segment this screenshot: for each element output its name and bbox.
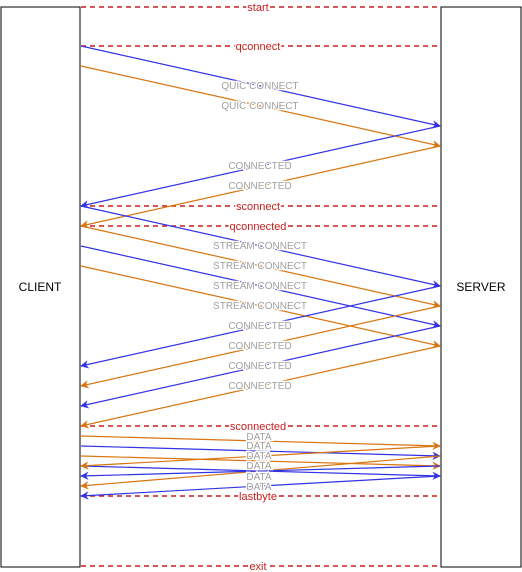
- marker-label-qconnect: qconnect: [236, 41, 281, 53]
- message-label-2: QUIC CONNECT: [221, 101, 298, 112]
- message-arrow-5: [80, 205, 441, 289]
- marker-label-start: start: [247, 2, 268, 14]
- message-arrow-2: [80, 65, 441, 149]
- message-arrow-6: [80, 225, 441, 309]
- message-label-13: DATA: [246, 432, 272, 443]
- message-arrow-11: [80, 325, 441, 409]
- marker-label-lastbyte: lastbyte: [239, 491, 277, 503]
- message-label-19: DATA: [246, 472, 272, 483]
- message-label-16: DATA: [246, 461, 272, 472]
- message-arrow-17: [80, 445, 441, 470]
- message-arrows: [80, 45, 441, 500]
- message-arrow-15: [80, 455, 441, 470]
- message-arrow-19: [80, 465, 441, 480]
- message-label-15: DATA: [246, 451, 272, 462]
- marker-label-sconnect: sconnect: [236, 201, 280, 213]
- message-label-14: DATA: [246, 441, 272, 452]
- server-label: SERVER: [456, 280, 505, 294]
- message-arrow-13: [80, 435, 441, 450]
- marker-label-exit: exit: [249, 561, 266, 572]
- message-label-3: CONNECTED: [228, 161, 291, 172]
- message-label-1: QUIC CONNECT: [221, 81, 298, 92]
- message-arrow-12: [80, 345, 441, 429]
- marker-label-sconnected: sconnected: [230, 421, 286, 433]
- message-label-7: STREAM CONNECT: [213, 281, 307, 292]
- message-arrow-7: [80, 245, 441, 329]
- message-label-12: CONNECTED: [228, 381, 291, 392]
- server-box: SERVER: [440, 6, 522, 568]
- message-label-9: CONNECTED: [228, 321, 291, 332]
- message-labels: QUIC CONNECT QUIC CONNECT CONNECTED CONNECT…: [212, 80, 308, 495]
- message-label-8: STREAM CONNECT: [213, 301, 307, 312]
- message-label-17: DATA: [246, 472, 272, 483]
- marker-label-qconnected: qconnected: [230, 221, 287, 233]
- message-label-18: DATA: [246, 482, 272, 493]
- message-arrow-3: [80, 125, 441, 209]
- message-label-11: CONNECTED: [228, 361, 291, 372]
- message-label-6: STREAM CONNECT: [213, 261, 307, 272]
- message-arrow-20: [80, 475, 441, 500]
- message-arrow-8: [80, 265, 441, 349]
- message-arrow-4: [80, 145, 441, 229]
- message-label-20: DATA: [246, 482, 272, 493]
- message-label-4: CONNECTED: [228, 181, 291, 192]
- marker-lines: start qconnect sconnect qconnected sconnecte…: [81, 1, 440, 572]
- client-box: CLIENT: [0, 6, 81, 568]
- client-label: CLIENT: [19, 280, 62, 294]
- message-arrow-1: [80, 45, 441, 129]
- message-label-10: CONNECTED: [228, 341, 291, 352]
- message-arrow-14: [80, 445, 441, 460]
- message-arrow-10: [80, 305, 441, 389]
- message-label-5: STREAM CONNECT: [213, 241, 307, 252]
- message-arrow-9: [80, 285, 441, 369]
